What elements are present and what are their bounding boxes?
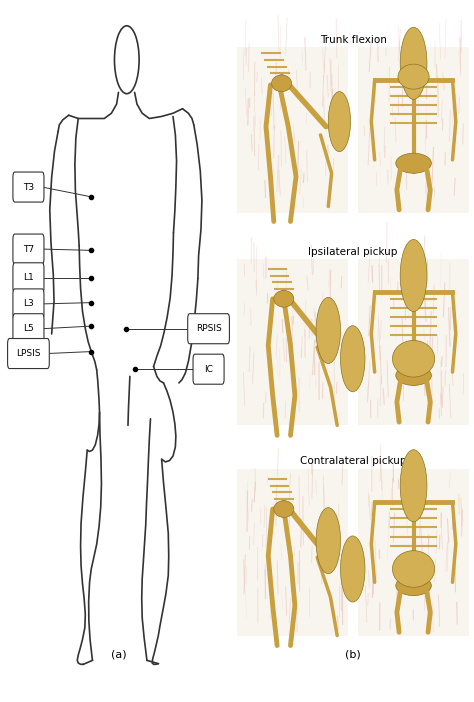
Ellipse shape xyxy=(392,340,435,377)
Text: IC: IC xyxy=(204,365,213,373)
Circle shape xyxy=(400,450,427,522)
Ellipse shape xyxy=(392,550,435,588)
Text: Contralateral pickup: Contralateral pickup xyxy=(300,456,406,466)
Circle shape xyxy=(316,508,340,574)
FancyBboxPatch shape xyxy=(8,338,49,369)
FancyBboxPatch shape xyxy=(13,172,44,202)
Text: Ipsilateral pickup: Ipsilateral pickup xyxy=(309,247,398,258)
Text: RPSIS: RPSIS xyxy=(196,324,221,333)
Text: L5: L5 xyxy=(23,324,34,333)
FancyBboxPatch shape xyxy=(13,263,44,293)
Text: T3: T3 xyxy=(23,183,34,192)
Text: (a): (a) xyxy=(111,649,126,659)
Circle shape xyxy=(340,536,365,602)
Circle shape xyxy=(400,27,427,100)
Ellipse shape xyxy=(274,501,294,517)
FancyBboxPatch shape xyxy=(13,234,44,264)
Ellipse shape xyxy=(396,366,431,385)
FancyBboxPatch shape xyxy=(193,355,224,384)
Ellipse shape xyxy=(396,153,431,173)
Text: LPSIS: LPSIS xyxy=(16,349,41,358)
Circle shape xyxy=(400,239,427,312)
Bar xyxy=(237,259,348,425)
Circle shape xyxy=(316,298,340,364)
Text: (b): (b) xyxy=(345,649,361,659)
Ellipse shape xyxy=(398,64,429,89)
Text: Trunk flexion: Trunk flexion xyxy=(319,35,387,45)
Circle shape xyxy=(328,91,350,152)
Text: L3: L3 xyxy=(23,300,34,308)
Bar xyxy=(237,469,348,635)
FancyBboxPatch shape xyxy=(188,314,229,344)
Bar xyxy=(237,46,348,213)
FancyBboxPatch shape xyxy=(13,314,44,344)
Ellipse shape xyxy=(272,75,292,92)
Ellipse shape xyxy=(396,576,431,595)
Bar xyxy=(358,469,469,635)
Circle shape xyxy=(340,326,365,392)
Text: L1: L1 xyxy=(23,273,34,282)
Bar xyxy=(358,46,469,213)
FancyBboxPatch shape xyxy=(13,289,44,319)
Text: T7: T7 xyxy=(23,244,34,253)
Ellipse shape xyxy=(274,291,294,307)
Bar xyxy=(358,259,469,425)
